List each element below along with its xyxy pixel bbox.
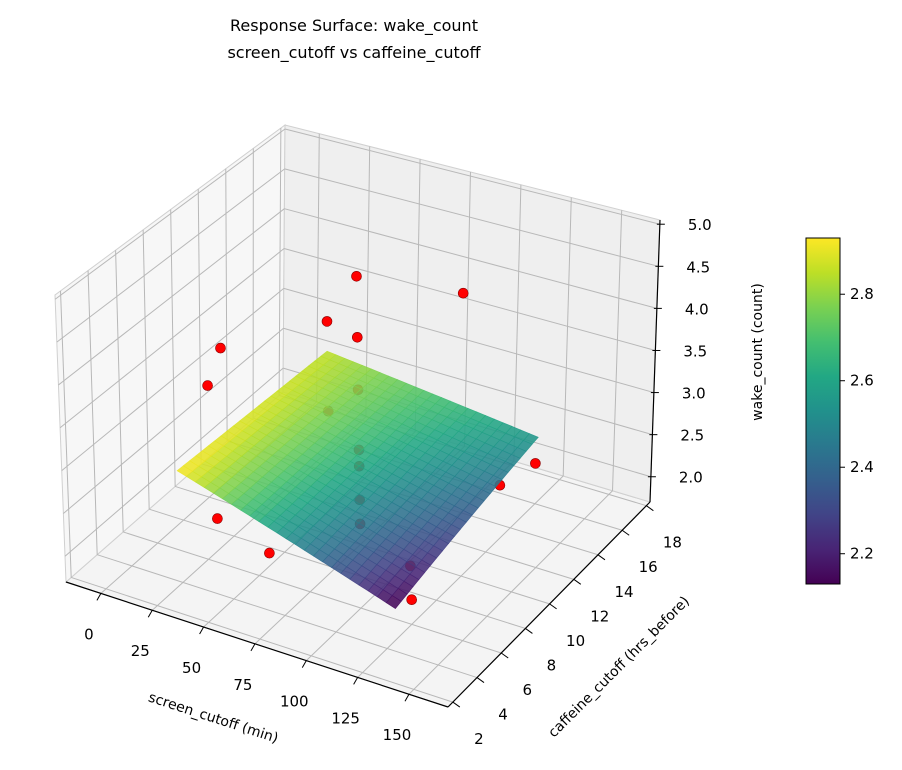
z-tick-label: 5.0 [688,216,712,234]
y-tick-label: 8 [547,656,557,674]
y-tick-label: 4 [498,706,508,724]
x-tick [302,661,306,668]
y-tick [598,555,605,560]
y-tick [477,678,484,683]
z-tick-label: 4.5 [686,258,710,276]
y-axis-label: caffeine_cutoff (hrs_before) [545,593,692,740]
x-tick [405,694,409,701]
z-axis-label: wake_count (count) [750,283,766,421]
colorbar-tick-label: 2.6 [850,372,874,390]
data-point [216,343,226,353]
y-tick [453,702,460,707]
x-tick-label: 125 [331,709,360,727]
x-axis-label: screen_cutoff (min) [146,690,280,747]
x-tick [354,677,358,684]
colorbar-tick-label: 2.4 [850,458,874,476]
y-tick [622,530,629,535]
data-point [530,458,540,468]
z-tick-label: 2.5 [680,427,704,445]
colorbar: 2.2 2.4 2.6 2.8 [806,238,874,584]
data-point [322,316,332,326]
y-tick [574,579,581,584]
z-tick-label: 2.0 [679,469,703,487]
y-tick-label: 10 [566,632,585,650]
y-tick-label: 16 [639,558,658,576]
z-tick-label: 3.5 [683,342,707,360]
x-tick [251,644,255,651]
data-point [407,595,417,605]
z-tick-label: 3.0 [682,385,706,403]
y-tick-label: 18 [663,534,682,552]
x-tick-label: 25 [131,642,150,660]
x-tick-label: 150 [383,726,412,744]
y-tick-label: 14 [614,583,633,601]
x-tick-label: 0 [84,625,94,643]
y-tick [501,653,508,658]
x-tick [200,627,204,634]
colorbar-tick-label: 2.2 [850,545,874,563]
data-point [203,381,213,391]
y-tick [525,628,532,633]
x-tick [97,593,101,600]
x-tick-label: 75 [233,676,252,694]
z-tick-label: 4.0 [685,300,709,318]
data-point [458,288,468,298]
x-tick-label: 100 [280,693,309,711]
data-point [264,548,274,558]
y-tick [550,604,557,609]
colorbar-gradient [806,238,840,584]
data-point [352,271,362,281]
chart-title-line-1: Response Surface: wake_count [230,16,478,36]
data-point [352,332,362,342]
data-point [212,514,222,524]
x-tick [148,610,152,617]
chart-title-line-2: screen_cutoff vs caffeine_cutoff [227,43,481,63]
y-tick-label: 12 [590,607,609,625]
x-tick-label: 50 [182,659,201,677]
y-tick-label: 2 [474,730,484,748]
y-tick-label: 6 [522,681,532,699]
y-tick [646,506,653,511]
colorbar-tick-label: 2.8 [850,285,874,303]
